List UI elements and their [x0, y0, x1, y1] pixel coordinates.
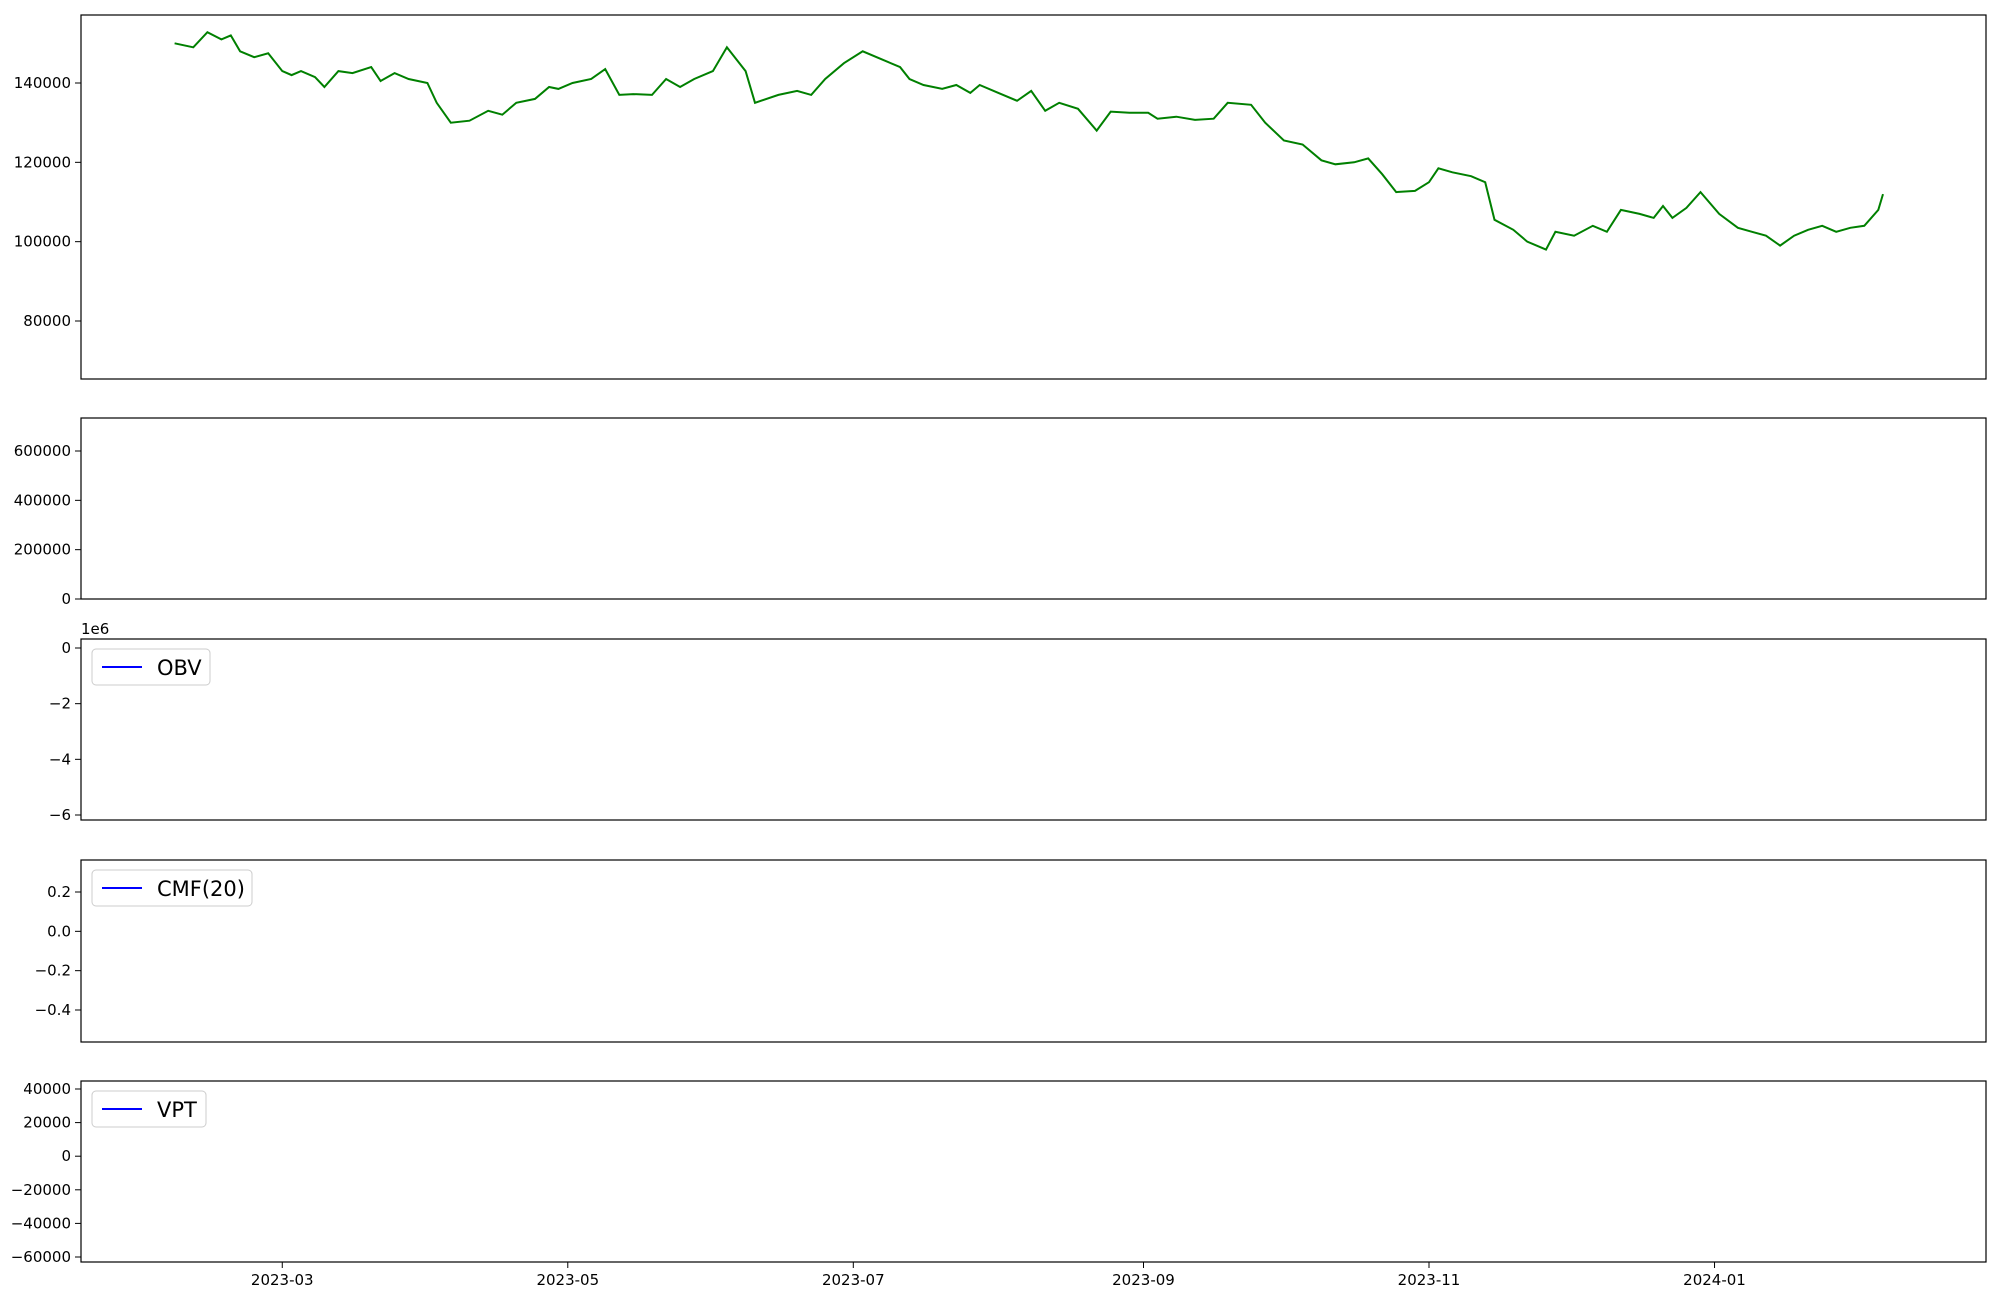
volume-y-tick-label: 200000 — [14, 541, 71, 559]
vpt-y-tick-label: −60000 — [11, 1248, 71, 1266]
volume-y-axis: 0 200000 400000 600000 — [14, 442, 81, 608]
obv-y-tick-label: −6 — [49, 806, 71, 824]
x-tick-label: 2023-05 — [536, 1271, 599, 1289]
vpt-y-tick-label: 40000 — [23, 1080, 71, 1098]
price-y-tick-label: 80000 — [23, 312, 71, 330]
x-tick-label: 2024-01 — [1683, 1271, 1746, 1289]
vpt-panel-frame — [80, 1080, 1987, 1263]
vpt-legend: VPT — [91, 1090, 207, 1128]
cmf-y-axis: 0.2 0.0 −0.2 −0.4 — [35, 883, 81, 1019]
x-tick-label: 2023-03 — [251, 1271, 314, 1289]
obv-y-tick-label: −2 — [49, 695, 71, 713]
obv-legend-label: OBV — [157, 656, 202, 680]
price-y-tick-label: 120000 — [14, 153, 71, 171]
cmf-y-tick-label: −0.4 — [35, 1001, 71, 1019]
volume-y-tick-label: 600000 — [14, 442, 71, 460]
cmf-panel-frame — [80, 859, 1987, 1043]
cmf-legend: CMF(20) — [91, 869, 253, 907]
x-tick-label: 2023-11 — [1398, 1271, 1461, 1289]
obv-panel-frame — [80, 638, 1987, 821]
vpt-y-tick-label: 20000 — [23, 1114, 71, 1132]
obv-y-tick-label: 0 — [61, 639, 71, 657]
vpt-panel: 40000 20000 0 −20000 −40000 −60000 VPT — [11, 1080, 1987, 1266]
cmf-legend-label: CMF(20) — [157, 877, 245, 901]
volume-y-tick-label: 0 — [61, 590, 71, 608]
vpt-y-axis: 40000 20000 0 −20000 −40000 −60000 — [11, 1080, 81, 1266]
obv-legend: OBV — [91, 648, 211, 686]
cmf-panel: 0.2 0.0 −0.2 −0.4 CMF(20) — [35, 859, 1987, 1043]
obv-y-tick-label: −4 — [49, 750, 71, 768]
date-x-axis: 2023-03 2023-05 2023-07 2023-09 2023-11 2024-… — [251, 1262, 1746, 1289]
price-y-tick-label: 100000 — [14, 233, 71, 251]
vpt-y-tick-label: 0 — [61, 1147, 71, 1165]
volume-panel: 0 200000 400000 600000 — [14, 417, 1987, 608]
price-y-axis: 80000 100000 120000 140000 — [14, 74, 81, 330]
vpt-y-tick-label: −20000 — [11, 1181, 71, 1199]
vpt-legend-label: VPT — [157, 1098, 197, 1122]
price-panel: 80000 100000 120000 140000 — [14, 14, 1987, 380]
x-tick-label: 2023-07 — [822, 1271, 885, 1289]
cmf-y-tick-label: 0.0 — [47, 922, 71, 940]
volume-panel-frame — [80, 417, 1987, 600]
price-y-tick-label: 140000 — [14, 74, 71, 92]
cmf-y-tick-label: −0.2 — [35, 962, 71, 980]
volume-y-tick-label: 400000 — [14, 491, 71, 509]
vpt-y-tick-label: −40000 — [11, 1214, 71, 1232]
obv-y-axis: 0 −2 −4 −6 — [49, 639, 81, 824]
price-line — [174, 30, 1884, 251]
obv-offset-text: 1e6 — [81, 620, 109, 638]
obv-panel: 0 −2 −4 −6 1e6 OBV — [49, 620, 1987, 824]
cmf-y-tick-label: 0.2 — [47, 883, 71, 901]
price-panel-frame — [80, 14, 1987, 380]
x-tick-label: 2023-09 — [1112, 1271, 1175, 1289]
